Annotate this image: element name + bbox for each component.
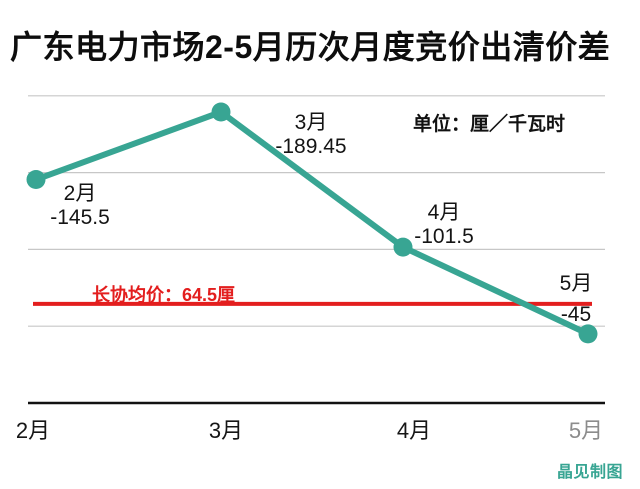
point-label-may-value: -45 bbox=[560, 303, 592, 326]
data-point bbox=[393, 237, 413, 257]
point-label-feb-value: -145.5 bbox=[50, 206, 110, 229]
x-tick-apr: 4月 bbox=[396, 418, 432, 443]
x-tick-may: 5月 bbox=[568, 418, 604, 443]
data-line bbox=[33, 109, 591, 337]
point-label-mar: 3月 -189.45 bbox=[275, 111, 346, 159]
point-label-apr-month: 4月 bbox=[427, 201, 461, 224]
chart-title: 广东电力市场2-5月历次月度竞价出清价差 bbox=[10, 29, 611, 65]
point-label-mar-value: -189.45 bbox=[275, 135, 347, 158]
point-label-feb: 2月 -145.5 bbox=[50, 182, 110, 230]
x-tick-feb: 2月 bbox=[15, 418, 51, 443]
point-label-may-month: 5月 bbox=[559, 272, 593, 295]
x-tick-mar: 3月 bbox=[208, 418, 244, 443]
data-point bbox=[211, 102, 231, 122]
point-label-feb-month: 2月 bbox=[63, 182, 97, 205]
point-label-apr: 4月 -101.5 bbox=[414, 201, 474, 249]
reference-line-label: 长协均价：64.5厘 bbox=[92, 285, 236, 305]
unit-label: 单位：厘／千瓦时 bbox=[413, 114, 566, 135]
data-point bbox=[26, 170, 46, 190]
data-point bbox=[578, 324, 598, 344]
watermark-logo: 晶见制图 bbox=[557, 464, 624, 481]
point-label-mar-month: 3月 bbox=[294, 111, 328, 134]
point-label-may: 5月 -45 bbox=[560, 272, 593, 327]
point-label-apr-value: -101.5 bbox=[414, 225, 474, 248]
